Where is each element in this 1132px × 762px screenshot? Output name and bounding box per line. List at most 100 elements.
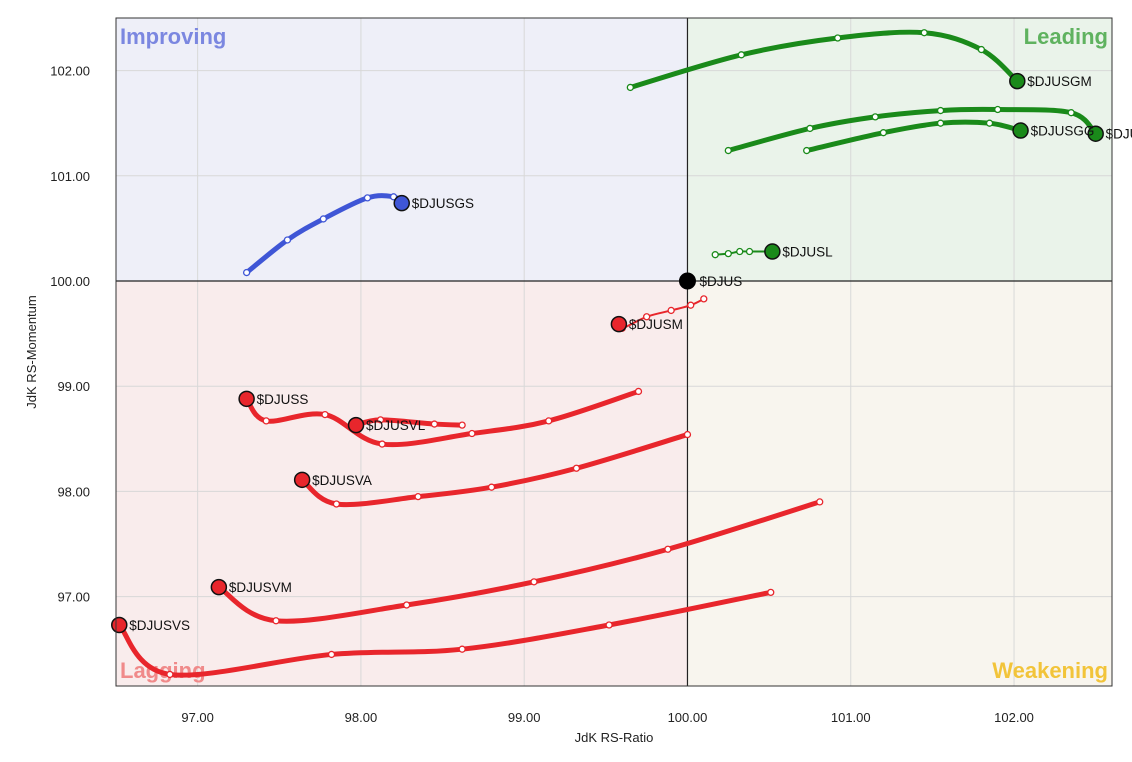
tail-point-djusgm <box>920 29 928 37</box>
tail-djusgm: $DJUSGM <box>626 29 1092 92</box>
tail-point-djusvl <box>458 421 466 429</box>
symbol-label-djusvs: $DJUSVS <box>129 618 190 633</box>
tail-point-djusgl <box>994 105 1002 114</box>
tail-point-djusm <box>643 313 651 321</box>
tail-point-djusvl <box>430 420 439 428</box>
quadrant-backgrounds <box>116 18 1112 686</box>
tail-point-djusgg <box>803 146 811 155</box>
tail-point-djusl <box>745 247 754 256</box>
symbol-label-djusl: $DJUSL <box>782 245 833 260</box>
head-point-djusva <box>293 471 311 489</box>
tail-point-djusgm <box>626 83 634 92</box>
tail-point-djusgs <box>242 268 251 277</box>
tail-point-djusm <box>687 301 695 309</box>
tail-point-djuss <box>321 410 329 419</box>
symbol-label-djusgl: $DJUSGL <box>1106 127 1132 142</box>
head-point-djusgg <box>1012 122 1029 139</box>
tail-djusgs: $DJUSGS <box>242 193 474 277</box>
head-point-djusgs <box>393 194 410 212</box>
tail-point-djusm <box>700 295 708 303</box>
tail-point-djusl <box>711 251 719 259</box>
tail-point-djusgm <box>977 45 986 54</box>
y-tick-label: 102.00 <box>50 64 90 79</box>
tail-point-djusgl <box>871 113 879 121</box>
y-tick-label: 97.00 <box>57 590 90 605</box>
tail-point-djusvs <box>767 588 775 597</box>
head-point-djusvm <box>210 578 228 596</box>
quadrant-label-improving: Improving <box>120 24 226 49</box>
x-axis-ticks: 97.00 98.00 99.00 100.00 101.00 102.00 <box>181 710 1034 725</box>
quadrant-label-leading: Leading <box>1024 24 1108 49</box>
tail-point-djusva <box>332 500 341 508</box>
tail-point-djusva <box>572 464 581 472</box>
y-tick-label: 100.00 <box>50 274 90 289</box>
x-tick-label: 101.00 <box>831 710 871 725</box>
benchmark-point <box>678 272 696 290</box>
tail-djusvm: $DJUSVM <box>210 498 824 625</box>
head-point-djusm <box>610 315 628 333</box>
tail-djusva: $DJUSVA <box>293 430 692 508</box>
head-point-djusgl <box>1087 125 1104 142</box>
x-tick-label: 99.00 <box>508 710 541 725</box>
quadrant-improving <box>116 18 688 281</box>
quadrant-weakening <box>687 280 1112 686</box>
tail-point-djusva <box>414 492 422 501</box>
tail-point-djusvm <box>530 578 538 586</box>
plot-frame <box>115 17 1113 687</box>
symbol-label-djusgg: $DJUSGG <box>1031 124 1095 139</box>
symbol-label-djusva: $DJUSVA <box>312 473 372 488</box>
tail-point-djusl <box>736 247 744 256</box>
tail-point-djusgl <box>1067 109 1075 117</box>
tail-djusvl: $DJUSVL <box>347 416 466 434</box>
x-tick-label: 98.00 <box>345 710 378 725</box>
tail-point-djusgl <box>936 106 945 115</box>
y-tick-label: 98.00 <box>57 484 90 499</box>
tail-point-djusvs <box>166 670 174 679</box>
symbol-label-djusvm: $DJUSVM <box>229 580 292 595</box>
tail-djuss: $DJUSS <box>238 387 643 448</box>
tail-point-djusgg <box>985 119 994 127</box>
head-point-djusvs <box>111 616 128 634</box>
tail-point-djusgl <box>724 146 732 155</box>
head-point-djusvl <box>347 416 365 434</box>
tail-point-djusvm <box>402 601 411 609</box>
x-tick-label: 100.00 <box>668 710 708 725</box>
quadrant-lagging <box>116 280 688 686</box>
tail-point-djusvl <box>376 416 385 424</box>
tail-point-djuss <box>262 417 270 425</box>
tail-point-djusvm <box>664 545 672 553</box>
symbol-label-djuss: $DJUSS <box>257 392 309 407</box>
tail-point-djusvs <box>605 621 613 629</box>
x-tick-label: 97.00 <box>181 710 214 725</box>
tail-djusvs: $DJUSVS <box>111 588 775 679</box>
symbol-label-djusm: $DJUSM <box>629 317 683 332</box>
tail-djusgg: $DJUSGG <box>803 119 1095 155</box>
x-axis-title: JdK RS-Ratio <box>575 730 654 745</box>
tail-point-djuss <box>545 417 553 425</box>
rotation-tails: $DJUSGM $DJUSGL $DJUSGG $DJUSL $DJUSGS $DJUSM… <box>111 29 1132 679</box>
tail-point-djusgl <box>806 124 814 133</box>
symbol-label-djusgm: $DJUSGM <box>1027 74 1092 89</box>
head-point-djusgm <box>1009 72 1026 90</box>
tail-point-djuss <box>468 429 476 438</box>
tail-point-djusgm <box>834 34 842 42</box>
quadrant-label-weakening: Weakening <box>992 658 1108 683</box>
tail-point-djusgg <box>879 129 888 137</box>
x-tick-label: 102.00 <box>994 710 1034 725</box>
tail-point-djusva <box>683 430 692 439</box>
tail-point-djusvs <box>458 645 466 653</box>
tail-point-djusgs <box>319 215 328 223</box>
tail-point-djusgg <box>936 119 945 127</box>
center-crosshair <box>116 18 1112 686</box>
y-axis-title: JdK RS-Momentum <box>24 295 39 408</box>
head-point-djuss <box>238 390 255 408</box>
tail-point-djuss <box>634 387 643 396</box>
tail-line-djusvl <box>353 417 465 428</box>
tail-point-djusva <box>487 483 496 491</box>
tail-point-djusm <box>667 306 675 315</box>
y-axis-ticks: 97.00 98.00 99.00 100.00 101.00 102.00 <box>50 64 90 605</box>
y-tick-label: 101.00 <box>50 169 90 184</box>
tail-point-djusvs <box>327 650 336 659</box>
tail-point-djusvm <box>816 498 824 506</box>
